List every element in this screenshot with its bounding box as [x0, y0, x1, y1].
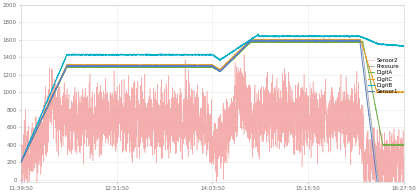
Pressure — [18, 161, 23, 163]
Pressure — [313, 40, 318, 42]
Legend: Sensor2, Pressure, DigitA, DigitC, DigitB, Sensor1: Sensor2, Pressure, DigitA, DigitC, Digit… — [367, 57, 399, 95]
DigitB — [401, 45, 406, 47]
Line: DigitA: DigitA — [21, 41, 404, 163]
DigitB — [200, 53, 205, 56]
DigitA — [370, 93, 375, 96]
DigitC — [182, 64, 187, 66]
Line: DigitB: DigitB — [21, 34, 404, 162]
Sensor1 — [200, 65, 205, 68]
DigitB — [297, 35, 302, 37]
Pressure — [390, 183, 395, 185]
Pressure — [200, 66, 205, 68]
DigitA — [179, 66, 184, 68]
Sensor1 — [182, 65, 187, 68]
Pressure — [401, 183, 406, 185]
Line: Pressure: Pressure — [21, 41, 404, 185]
Sensor2 — [242, 53, 247, 56]
DigitA — [297, 41, 302, 43]
DigitC — [390, 92, 395, 94]
DigitB — [256, 33, 261, 35]
Line: Sensor2: Sensor2 — [21, 55, 404, 194]
DigitC — [321, 38, 326, 40]
Sensor2 — [200, 112, 205, 114]
Sensor1 — [179, 64, 184, 67]
Line: DigitC: DigitC — [21, 39, 404, 162]
DigitC — [18, 161, 23, 164]
Sensor2 — [179, 105, 184, 107]
DigitB — [18, 161, 23, 163]
Sensor2 — [18, 170, 23, 173]
DigitB — [18, 161, 23, 163]
Sensor1 — [331, 39, 336, 41]
DigitB — [179, 53, 184, 55]
Sensor2 — [370, 151, 375, 153]
DigitA — [182, 66, 187, 68]
DigitC — [200, 64, 205, 66]
Pressure — [370, 135, 375, 138]
Sensor2 — [297, 107, 302, 110]
Sensor2 — [401, 162, 406, 165]
DigitC — [297, 39, 302, 41]
DigitB — [371, 41, 376, 43]
Sensor1 — [370, 148, 375, 150]
DigitC — [370, 79, 375, 81]
DigitA — [320, 40, 325, 42]
Pressure — [182, 65, 187, 68]
Pressure — [378, 184, 383, 186]
DigitC — [401, 90, 406, 93]
Sensor1 — [297, 39, 302, 42]
DigitB — [182, 54, 187, 56]
Pressure — [179, 65, 184, 68]
DigitA — [18, 161, 23, 164]
DigitC — [179, 64, 184, 66]
Sensor2 — [182, 129, 187, 132]
Sensor1 — [18, 161, 23, 164]
Sensor2 — [390, 147, 395, 149]
DigitB — [390, 43, 395, 46]
DigitA — [401, 144, 406, 146]
Pressure — [297, 40, 302, 42]
Line: Sensor1: Sensor1 — [21, 40, 404, 194]
DigitA — [200, 66, 205, 68]
DigitA — [390, 143, 395, 146]
